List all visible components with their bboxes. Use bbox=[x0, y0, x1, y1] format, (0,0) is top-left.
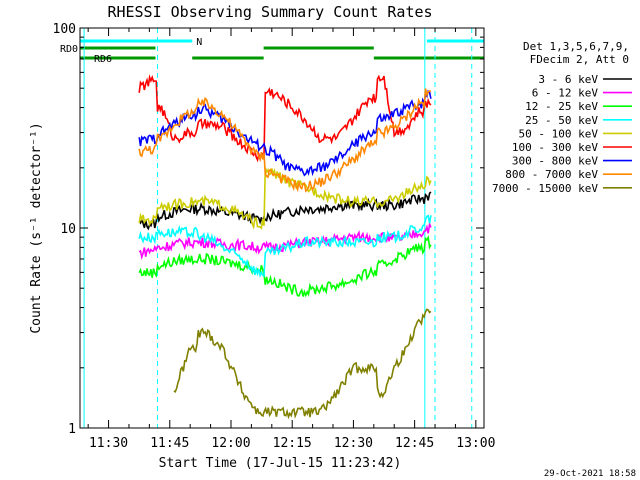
legend-label: 7000 - 15000 keV bbox=[492, 182, 598, 195]
legend-header: FDecim 2, Att 0 bbox=[530, 53, 629, 66]
x-tick-label: 13:00 bbox=[456, 436, 495, 451]
series-line bbox=[138, 88, 432, 193]
legend-label: 100 - 300 keV bbox=[512, 141, 598, 154]
flags-layer: N RD0 RD6 bbox=[60, 37, 484, 65]
timestamp: 29-Oct-2021 18:58 bbox=[544, 469, 636, 479]
y-tick-label: 10 bbox=[60, 222, 76, 237]
series-layer bbox=[138, 74, 432, 420]
legend-label: 800 - 7000 keV bbox=[505, 168, 598, 181]
legend-label: 3 - 6 keV bbox=[538, 73, 598, 86]
legend-label: 300 - 800 keV bbox=[512, 155, 598, 168]
series-line bbox=[138, 191, 432, 231]
x-tick-label: 12:00 bbox=[211, 436, 250, 451]
series-line bbox=[138, 234, 432, 298]
x-tick-label: 11:45 bbox=[150, 436, 189, 451]
legend-header: Det 1,3,5,6,7,9, bbox=[523, 40, 629, 53]
legend-label: 6 - 12 keV bbox=[532, 87, 599, 100]
axes-layer: 11:30 11:45 12:00 12:15 12:30 12:45 13:00 1 10 10… bbox=[53, 22, 496, 451]
x-tick-label: 12:45 bbox=[395, 436, 434, 451]
flag-label-rd6: RD6 bbox=[94, 54, 112, 65]
legend-label: 50 - 100 keV bbox=[519, 127, 599, 140]
legend-label: 12 - 25 keV bbox=[525, 100, 598, 113]
y-tick-label: 100 bbox=[53, 22, 76, 37]
chart-title: RHESSI Observing Summary Count Rates bbox=[107, 3, 432, 21]
legend: Det 1,3,5,6,7,9,FDecim 2, Att 0 3 - 6 keV… bbox=[492, 40, 632, 195]
x-tick-label: 11:30 bbox=[89, 436, 128, 451]
legend-label: 25 - 50 keV bbox=[525, 114, 598, 127]
x-axis-label: Start Time (17-Jul-15 11:23:42) bbox=[159, 456, 402, 471]
series-line bbox=[173, 308, 432, 420]
x-tick-label: 12:15 bbox=[273, 436, 312, 451]
series-line bbox=[138, 221, 432, 261]
series-line bbox=[138, 74, 432, 163]
flag-label-n: N bbox=[196, 37, 202, 48]
series-line bbox=[138, 214, 432, 278]
flag-label-rd0: RD0 bbox=[60, 44, 78, 55]
series-line bbox=[138, 167, 432, 230]
y-tick-label: 1 bbox=[68, 422, 76, 437]
y-axis-label: Count Rate (s⁻¹ detector⁻¹) bbox=[29, 122, 44, 333]
x-tick-label: 12:30 bbox=[334, 436, 373, 451]
